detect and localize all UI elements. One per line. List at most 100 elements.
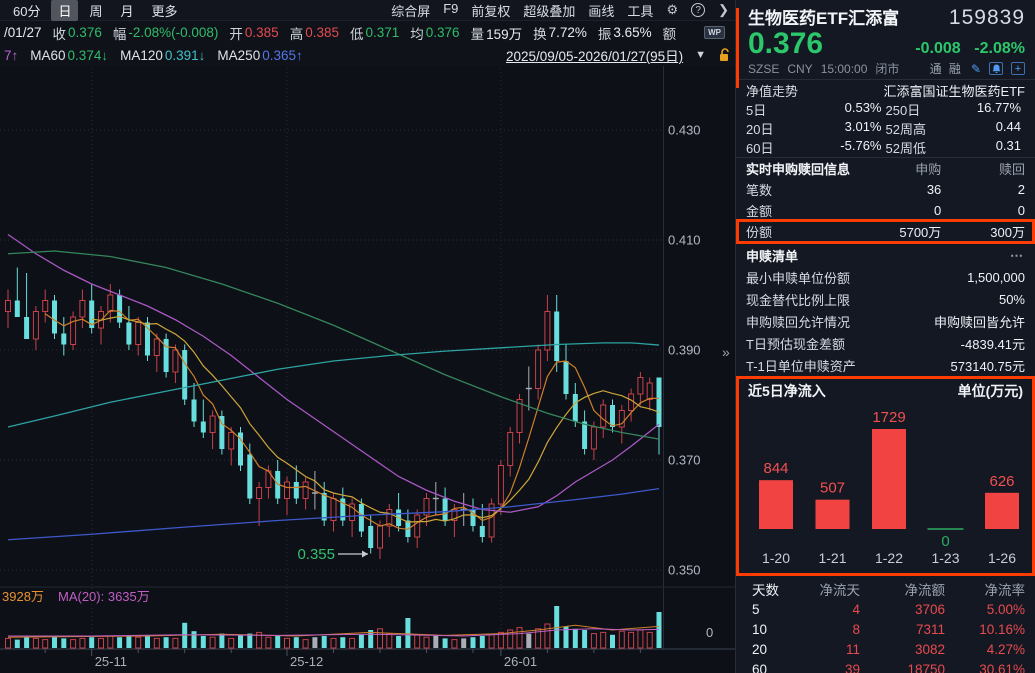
- stats-value: 7311: [915, 621, 945, 637]
- tab-period-日[interactable]: 日: [51, 0, 79, 21]
- list-row-value: 申购赎回皆允许: [933, 314, 1025, 330]
- nav-cell-label: 52周低: [885, 141, 926, 156]
- quote-field-value: -2.08%(-0.008): [128, 25, 219, 40]
- date-range-selector[interactable]: 2025/09/05-2026/01/27(95日): [505, 49, 684, 64]
- quote-field-换: 换 7.72%: [533, 23, 587, 43]
- candlestick-chart[interactable]: 0.430 0.410 0.390 0.370 0.350 0.355 3928万 MA(20…: [0, 66, 735, 673]
- list-row-T-1日单位申赎资产: T-1日单位申赎资产 573140.75元: [736, 354, 1035, 376]
- quote-field-value: 0.371: [365, 25, 400, 40]
- gear-icon[interactable]: ⚙: [666, 2, 679, 17]
- menu-item-前复权[interactable]: 前复权: [471, 3, 511, 19]
- wp-window-icon[interactable]: WP: [704, 26, 725, 39]
- stats-value: 5.00%: [986, 601, 1025, 617]
- net-inflow-bar-chart[interactable]: 844 1-20 507 1-21 1729 1-22 01-23 626 1-26: [736, 401, 1035, 573]
- svg-text:1-22: 1-22: [875, 550, 903, 566]
- stats-value: 8: [852, 621, 860, 637]
- stats-value: 30.61%: [979, 661, 1025, 673]
- quote-field-低: 低 0.371: [350, 23, 399, 43]
- security-code: 159839: [948, 6, 1025, 29]
- quote-field-高: 高 0.385: [290, 23, 339, 43]
- quote-field-label: 额: [662, 26, 677, 42]
- stats-row-60: 60 39 18750 30.61%: [736, 659, 1035, 673]
- subscription-list-rows: 最小申赎单位份额 1,500,000 现金替代比例上限 50% 申购赎回允许情况 申购赎回…: [736, 266, 1035, 376]
- panel-collapse-handle[interactable]: »: [722, 344, 730, 360]
- ma-legend-MA60: MA60 0.374↓: [30, 48, 108, 63]
- quote-field-value: 0.376: [68, 25, 102, 40]
- quote-field-label: 换: [533, 26, 547, 42]
- realtime-redeem-value: 2: [1017, 182, 1025, 197]
- nav-cell-52周高: 52周高 0.44: [886, 119, 1026, 138]
- quote-field-label: 开: [229, 26, 243, 42]
- realtime-row-label: 笔数: [746, 183, 773, 198]
- list-row-label: T日预估现金差额: [746, 336, 845, 352]
- unlock-icon[interactable]: [718, 47, 731, 63]
- chart-pane: 60分日周 月 更多 综合屏 F9 前复权 超级叠加 画线 工具 ⚙ ? ❯ /01/27 收…: [0, 0, 735, 673]
- stats-header-净流天: 净流天: [819, 583, 861, 598]
- nav-cell-value: -5.76%: [840, 138, 882, 153]
- ma-label: MA60: [30, 47, 66, 63]
- menu-item-F9[interactable]: F9: [443, 0, 459, 16]
- quote-header: 生物医药ETF汇添富 159839 0.376 -0.008 -2.08% SZ…: [736, 0, 1035, 79]
- nav-cell-label: 60日: [746, 141, 774, 156]
- realtime-subscribe-value: 0: [934, 203, 942, 218]
- tab-period-周[interactable]: 周: [89, 3, 103, 19]
- svg-text:25-12: 25-12: [290, 654, 323, 669]
- quote-field-value: 0.385: [305, 25, 339, 40]
- stats-value: 3082: [914, 641, 945, 657]
- add-watchlist-icon[interactable]: +: [1011, 62, 1025, 75]
- quote-info-bar: /01/27 收 0.376 幅 -2.08%(-0.008) 开 0.385 高 0.385…: [0, 21, 735, 44]
- stats-row-10: 10 8 7311 10.16%: [736, 619, 1035, 639]
- price-change-pct: -2.08%: [974, 40, 1025, 57]
- alert-bell-icon[interactable]: [989, 62, 1003, 75]
- svg-text:26-01: 26-01: [504, 654, 537, 669]
- flow-stats-header: 天数 净流天 净流额 净流率: [736, 579, 1035, 599]
- ma-value: 0.374↓: [67, 47, 109, 63]
- ma-legend-items: MA60 0.374↓ MA120 0.391↓ MA250 0.365↑: [30, 48, 302, 63]
- realtime-row-金额: 金额 0 0: [736, 200, 1035, 221]
- more-menu-icon[interactable]: ⋯: [1010, 247, 1025, 263]
- list-row-申购赎回允许情况: 申购赎回允许情况 申购赎回皆允许: [736, 310, 1035, 332]
- tab-period-月[interactable]: 月: [120, 3, 134, 19]
- tab-period-60分[interactable]: 60分: [13, 3, 41, 19]
- stats-days: 20: [752, 641, 768, 657]
- quote-field-label: 高: [289, 26, 304, 42]
- stats-row-20: 20 11 3082 4.27%: [736, 639, 1035, 659]
- edit-icon[interactable]: ✎: [970, 61, 981, 76]
- realtime-row-label: 份额: [746, 225, 773, 240]
- list-row-label: T-1日单位申赎资产: [746, 358, 856, 374]
- chevron-right-icon[interactable]: ❯: [718, 2, 729, 17]
- tab-period-更多[interactable]: 更多: [151, 3, 178, 19]
- quote-field-value: 7.72%: [548, 25, 587, 40]
- ma-legend-MA120: MA120 0.391↓: [120, 48, 205, 63]
- help-icon[interactable]: ?: [691, 3, 706, 17]
- menu-item-综合屏[interactable]: 综合屏: [391, 3, 431, 19]
- stats-row-5: 5 4 3706 5.00%: [736, 599, 1035, 619]
- svg-text:0.410: 0.410: [668, 233, 701, 248]
- nav-trend-row[interactable]: 净值走势 汇添富国证生物医药ETF: [736, 80, 1035, 100]
- list-row-最小申赎单位份额: 最小申赎单位份额 1,500,000: [736, 266, 1035, 288]
- nav-cell-value: 16.77%: [976, 100, 1021, 115]
- toolbar-menu-items: 综合屏 F9 前复权 超级叠加 画线 工具: [391, 1, 653, 20]
- chevron-down-icon[interactable]: ▼: [695, 49, 706, 61]
- realtime-row-label: 金额: [746, 204, 773, 219]
- stats-value: 18750: [907, 661, 945, 673]
- quote-field-额: 额: [663, 23, 679, 43]
- nav-cell-label: 52周高: [885, 122, 926, 137]
- svg-text:25-11: 25-11: [95, 654, 127, 669]
- menu-item-工具[interactable]: 工具: [627, 3, 654, 19]
- highlighted-row-wrap: 份额 5700万 300万: [736, 219, 1035, 244]
- svg-text:507: 507: [820, 480, 845, 497]
- list-row-value: 573140.75元: [950, 358, 1025, 374]
- realtime-row-笔数: 笔数 36 2: [736, 179, 1035, 200]
- nav-performance-rows: 5日 0.53% 250日 16.77% 20日 3.01% 52周高 0.44 60日 -5.7…: [736, 100, 1035, 157]
- price-change: -0.008: [915, 40, 961, 57]
- nav-cell-label: 250日: [885, 103, 921, 118]
- menu-item-超级叠加[interactable]: 超级叠加: [523, 3, 576, 19]
- ma-truncated-value: 7↑: [4, 47, 19, 63]
- menu-item-画线[interactable]: 画线: [588, 3, 615, 19]
- svg-text:0: 0: [706, 625, 713, 640]
- quote-field-label: 量: [470, 26, 485, 42]
- nav-row-2: 60日 -5.76% 52周低 0.31: [736, 138, 1035, 157]
- col-redeem: 赎回: [998, 162, 1025, 177]
